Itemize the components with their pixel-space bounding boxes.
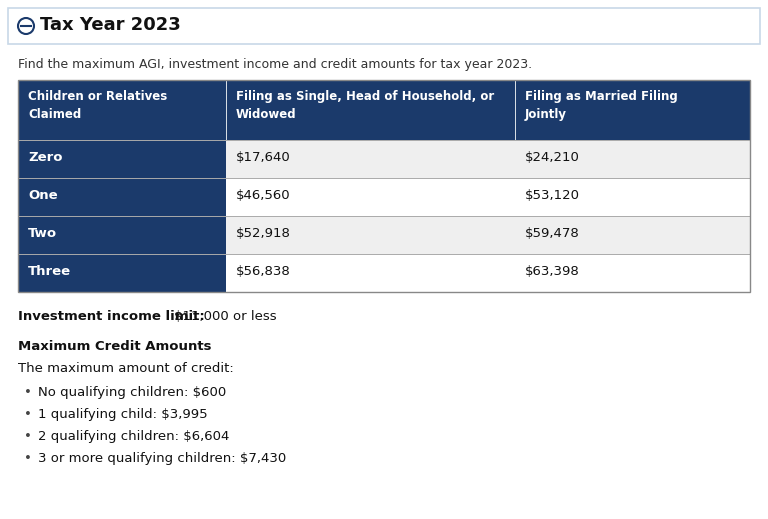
- Text: Investment income limit:: Investment income limit:: [18, 310, 205, 323]
- Bar: [515, 178, 750, 216]
- Text: $59,478: $59,478: [525, 227, 580, 240]
- Bar: [226, 80, 515, 140]
- Circle shape: [18, 18, 34, 34]
- Text: Three: Three: [28, 265, 71, 278]
- Text: Maximum Credit Amounts: Maximum Credit Amounts: [18, 340, 211, 353]
- Bar: [226, 254, 515, 292]
- Text: $24,210: $24,210: [525, 151, 580, 164]
- Bar: [18, 216, 226, 254]
- Bar: [18, 80, 226, 140]
- Text: $52,918: $52,918: [236, 227, 291, 240]
- Bar: [226, 140, 515, 178]
- Text: 3 or more qualifying children: $7,430: 3 or more qualifying children: $7,430: [38, 452, 286, 465]
- Bar: [18, 80, 750, 292]
- Text: $17,640: $17,640: [236, 151, 291, 164]
- Text: •: •: [24, 430, 32, 443]
- Bar: [226, 178, 515, 216]
- Text: $53,120: $53,120: [525, 189, 580, 202]
- Bar: [515, 140, 750, 178]
- Text: $46,560: $46,560: [236, 189, 290, 202]
- Text: Zero: Zero: [28, 151, 62, 164]
- Bar: [515, 216, 750, 254]
- Bar: [515, 254, 750, 292]
- Text: $11,000 or less: $11,000 or less: [174, 310, 276, 323]
- Text: The maximum amount of credit:: The maximum amount of credit:: [18, 362, 233, 375]
- Text: 1 qualifying child: $3,995: 1 qualifying child: $3,995: [38, 408, 207, 421]
- Text: Filing as Married Filing
Jointly: Filing as Married Filing Jointly: [525, 90, 677, 121]
- Text: $63,398: $63,398: [525, 265, 580, 278]
- Text: Two: Two: [28, 227, 57, 240]
- Text: One: One: [28, 189, 58, 202]
- Bar: [18, 178, 226, 216]
- Text: Tax Year 2023: Tax Year 2023: [40, 16, 180, 34]
- Text: Find the maximum AGI, investment income and credit amounts for tax year 2023.: Find the maximum AGI, investment income …: [18, 58, 532, 71]
- Bar: [18, 140, 226, 178]
- Bar: [226, 216, 515, 254]
- Text: 2 qualifying children: $6,604: 2 qualifying children: $6,604: [38, 430, 230, 443]
- Bar: [8, 8, 760, 44]
- Bar: [515, 80, 750, 140]
- Text: •: •: [24, 452, 32, 465]
- Text: No qualifying children: $600: No qualifying children: $600: [38, 386, 227, 399]
- Text: Children or Relatives
Claimed: Children or Relatives Claimed: [28, 90, 167, 121]
- Text: Filing as Single, Head of Household, or
Widowed: Filing as Single, Head of Household, or …: [236, 90, 495, 121]
- Text: $56,838: $56,838: [236, 265, 291, 278]
- Text: •: •: [24, 408, 32, 421]
- Bar: [18, 254, 226, 292]
- Text: •: •: [24, 386, 32, 399]
